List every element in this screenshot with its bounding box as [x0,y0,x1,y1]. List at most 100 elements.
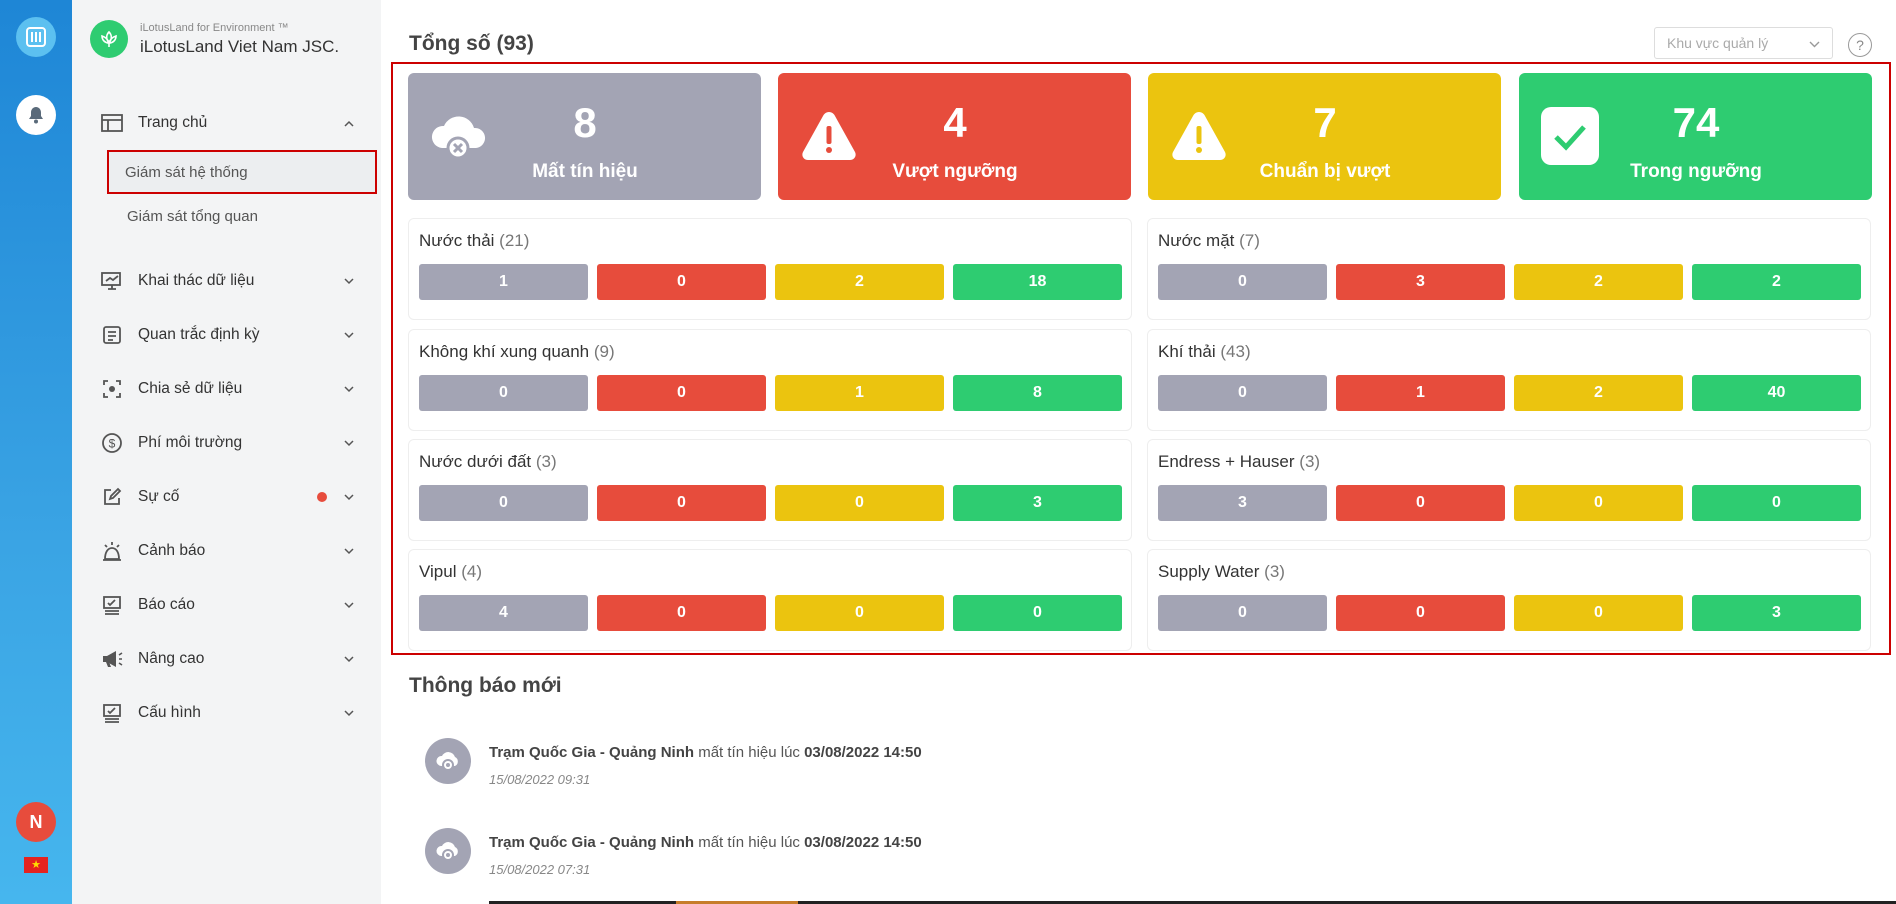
count-trong-nguong[interactable]: 3 [1692,595,1861,631]
category-name: Vipul (4) [419,562,483,581]
monitor-chart-icon [100,269,124,293]
sidebar-item-bao-cao[interactable]: Báo cáo [72,578,381,632]
stat-card-vuot-nguong[interactable]: 4 Vượt ngưỡng [778,73,1131,200]
sidebar-item-cau-hinh[interactable]: Cấu hình [72,686,381,740]
home-layout-icon [100,111,124,135]
count-vuot-nguong[interactable]: 0 [597,264,766,300]
sidebar-item-trang-chu[interactable]: Trang chủ [72,96,381,150]
warning-icon [1168,105,1230,167]
user-avatar[interactable]: N [16,802,56,842]
brand-subtitle: iLotusLand for Environment ™ [140,21,289,34]
count-chuan-bi-vuot[interactable]: 2 [1514,264,1683,300]
count-mat-tin-hieu[interactable]: 0 [419,375,588,411]
category-card-nuoc-mat[interactable]: Nước mặt (7) 0 3 2 2 [1147,218,1871,320]
count-mat-tin-hieu[interactable]: 0 [1158,375,1327,411]
count-mat-tin-hieu[interactable]: 1 [419,264,588,300]
cloud-signal-icon [425,738,471,784]
region-select[interactable]: Khu vực quản lý [1654,27,1833,59]
chevron-down-icon [343,707,355,719]
count-vuot-nguong[interactable]: 0 [597,375,766,411]
stat-card-mat-tin-hieu[interactable]: 8 Mất tín hiệu [408,73,761,200]
count-trong-nguong[interactable]: 3 [953,485,1122,521]
cloud-x-icon [428,105,490,167]
category-bars: 0 0 0 3 [1158,595,1861,631]
count-mat-tin-hieu[interactable]: 4 [419,595,588,631]
chevron-down-icon [1809,35,1820,51]
count-chuan-bi-vuot[interactable]: 0 [1514,595,1683,631]
count-mat-tin-hieu[interactable]: 3 [1158,485,1327,521]
category-card-endress-hauser[interactable]: Endress + Hauser (3) 3 0 0 0 [1147,439,1871,541]
share-frame-icon [100,377,124,401]
count-vuot-nguong[interactable]: 0 [1336,595,1505,631]
notification-text: Trạm Quốc Gia - Quảng Ninh mất tín hiệu … [489,834,922,851]
lotus-logo-icon [90,20,128,58]
vietnam-flag-icon[interactable]: ★ [24,857,48,873]
notification-item[interactable]: Trạm Quốc Gia - Quảng Ninh mất tín hiệu … [425,738,1425,798]
stat-card-chuan-bi-vuot[interactable]: 7 Chuẩn bị vượt [1148,73,1501,200]
category-name: Supply Water (3) [1158,562,1285,581]
region-select-placeholder: Khu vực quản lý [1667,35,1769,51]
bell-icon[interactable] [16,95,56,135]
document-icon [100,323,124,347]
category-card-supply-water[interactable]: Supply Water (3) 0 0 0 3 [1147,549,1871,651]
cloud-signal-icon [425,828,471,874]
count-mat-tin-hieu[interactable]: 0 [1158,264,1327,300]
notification-item[interactable]: Trạm Quốc Gia - Quảng Ninh mất tín hiệu … [425,828,1425,888]
notification-text: Trạm Quốc Gia - Quảng Ninh mất tín hiệu … [489,744,922,761]
count-mat-tin-hieu[interactable]: 0 [419,485,588,521]
category-bars: 0 3 2 2 [1158,264,1861,300]
sidebar: iLotusLand for Environment ™ iLotusLand … [72,0,381,904]
category-card-nuoc-thai[interactable]: Nước thải (21) 1 0 2 18 [408,218,1132,320]
category-name: Nước mặt (7) [1158,231,1260,250]
sidebar-item-phi-moi-truong[interactable]: $ Phí môi trường [72,416,381,470]
category-card-nuoc-duoi-dat[interactable]: Nước dưới đất (3) 0 0 0 3 [408,439,1132,541]
sidebar-subitem-giam-sat-he-thong[interactable]: Giám sát hệ thống [107,150,377,194]
count-vuot-nguong[interactable]: 1 [1336,375,1505,411]
count-chuan-bi-vuot[interactable]: 1 [775,375,944,411]
category-card-vipul[interactable]: Vipul (4) 4 0 0 0 [408,549,1132,651]
sidebar-item-label: Cảnh báo [138,542,206,559]
count-trong-nguong[interactable]: 2 [1692,264,1861,300]
brand: iLotusLand for Environment ™ iLotusLand … [90,20,339,58]
taskbar-strip-accent [676,901,798,904]
stat-card-trong-nguong[interactable]: 74 Trong ngưỡng [1519,73,1872,200]
stat-label: Trong ngưỡng [1630,161,1762,182]
stat-label: Chuẩn bị vượt [1259,161,1391,182]
count-trong-nguong[interactable]: 0 [953,595,1122,631]
category-card-khong-khi-xung-quanh[interactable]: Không khí xung quanh (9) 0 0 1 8 [408,329,1132,431]
count-vuot-nguong[interactable]: 0 [597,595,766,631]
chevron-down-icon [343,599,355,611]
sidebar-submenu: Giám sát hệ thống Giám sát tổng quan [72,150,381,238]
count-chuan-bi-vuot[interactable]: 2 [1514,375,1683,411]
count-vuot-nguong[interactable]: 0 [1336,485,1505,521]
sidebar-subitem-giam-sat-tong-quan[interactable]: Giám sát tổng quan [127,207,258,225]
count-trong-nguong[interactable]: 40 [1692,375,1861,411]
category-name: Nước dưới đất (3) [419,452,557,471]
warning-icon [798,105,860,167]
count-chuan-bi-vuot[interactable]: 0 [1514,485,1683,521]
stat-value: 7 [1313,99,1337,146]
help-icon[interactable]: ? [1848,33,1872,57]
sidebar-item-canh-bao[interactable]: Cảnh báo [72,524,381,578]
count-chuan-bi-vuot[interactable]: 2 [775,264,944,300]
sidebar-item-khai-thac-du-lieu[interactable]: Khai thác dữ liệu [72,254,381,308]
sidebar-item-su-co[interactable]: Sự cố [72,470,381,524]
taskbar-strip [489,901,1896,904]
count-chuan-bi-vuot[interactable]: 0 [775,485,944,521]
count-trong-nguong[interactable]: 18 [953,264,1122,300]
count-trong-nguong[interactable]: 8 [953,375,1122,411]
count-vuot-nguong[interactable]: 0 [597,485,766,521]
app-logo-icon[interactable] [16,17,56,57]
sidebar-item-quan-trac-dinh-ky[interactable]: Quan trắc định kỳ [72,308,381,362]
count-trong-nguong[interactable]: 0 [1692,485,1861,521]
chevron-down-icon [343,383,355,395]
count-vuot-nguong[interactable]: 3 [1336,264,1505,300]
main-content: Tổng số (93) Khu vực quản lý ? 8 Mất tín… [381,0,1896,904]
count-chuan-bi-vuot[interactable]: 0 [775,595,944,631]
notification-dot [317,492,327,502]
category-card-khi-thai[interactable]: Khí thải (43) 0 1 2 40 [1147,329,1871,431]
sidebar-item-nang-cao[interactable]: Nâng cao [72,632,381,686]
count-mat-tin-hieu[interactable]: 0 [1158,595,1327,631]
brand-name: iLotusLand Viet Nam JSC. [140,36,340,56]
sidebar-item-chia-se-du-lieu[interactable]: Chia sẻ dữ liệu [72,362,381,416]
